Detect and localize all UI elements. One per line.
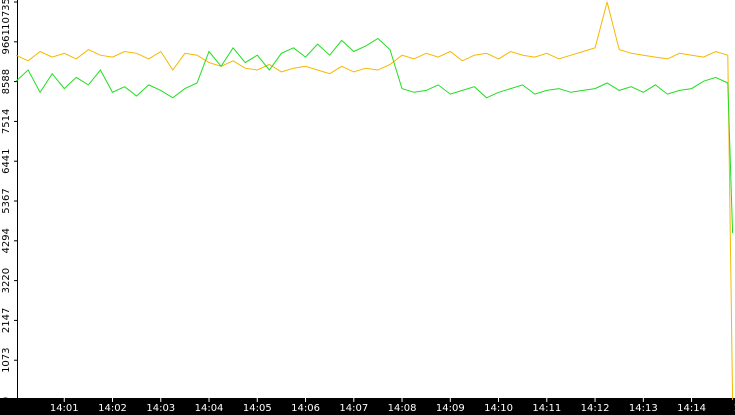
x-tick-label: 14:08 (388, 403, 417, 414)
y-tick-label: 8588 (1, 69, 12, 94)
x-tick-label: 14:02 (98, 403, 127, 414)
y-tick-label: 9661 (1, 29, 12, 54)
x-tick-label: 14:06 (291, 403, 320, 414)
y-tick-label: 0 (1, 397, 12, 403)
x-tick-label: 14 (733, 403, 735, 414)
series-line (15, 37, 734, 234)
x-tick-label: 14:03 (146, 403, 175, 414)
y-tick-label: 1073 (1, 347, 12, 372)
x-tick-label: 14:09 (436, 403, 465, 414)
x-axis-band (0, 398, 735, 415)
y-tick-label: 4294 (1, 228, 12, 253)
x-tick-label: 14:01 (50, 403, 79, 414)
series-line (15, 1, 734, 401)
y-tick-label: 3220 (1, 268, 12, 293)
x-tick-label: 14:07 (339, 403, 368, 414)
x-tick-label: 14:11 (532, 403, 561, 414)
y-tick-label: 7514 (1, 109, 12, 134)
x-tick-label: 14:10 (484, 403, 513, 414)
x-tick-label: 14:14 (677, 403, 706, 414)
x-tick-label: 14:04 (195, 403, 224, 414)
y-tick-label: 5367 (1, 188, 12, 213)
y-tick-label: 10735 (1, 0, 12, 30)
x-tick-label: 14:05 (243, 403, 272, 414)
x-tick-label: 14:13 (629, 403, 658, 414)
x-tick-label: 14:12 (581, 403, 610, 414)
y-tick-label: 6441 (1, 148, 12, 173)
y-tick-label: 2147 (1, 308, 12, 333)
